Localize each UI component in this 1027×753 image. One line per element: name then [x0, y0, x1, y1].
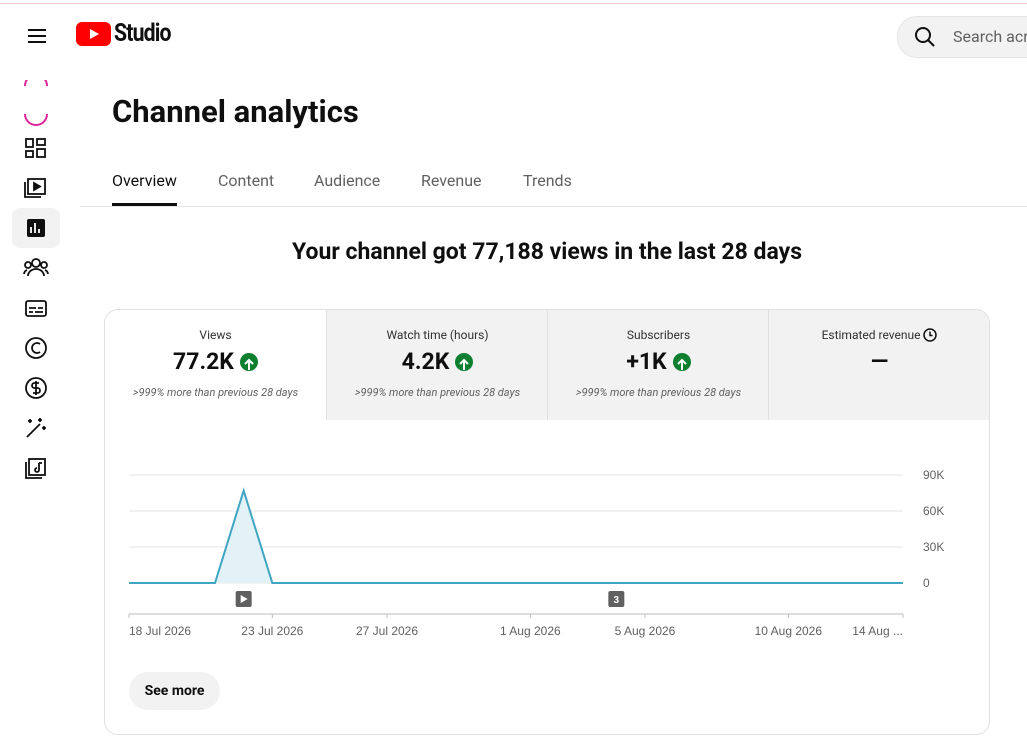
top-border — [0, 3, 1027, 4]
sidebar — [12, 80, 60, 479]
x-tick-label: 1 Aug 2026 — [500, 624, 561, 638]
page-title: Channel analytics — [112, 93, 359, 130]
tab[interactable]: Overview — [112, 171, 177, 190]
logo-text[interactable]: Studio — [114, 19, 172, 48]
search-box[interactable]: Search acr — [897, 16, 1027, 58]
y-tick-label: 30K — [923, 540, 944, 554]
x-tick-label: 5 Aug 2026 — [615, 624, 676, 638]
metric-change: >999% more than previous 28 days — [354, 386, 521, 399]
search-placeholder: Search acr — [953, 27, 1027, 46]
y-tick-label: 0 — [923, 576, 930, 590]
metric-label: Views — [199, 328, 232, 342]
see-more-button[interactable]: See more — [129, 672, 220, 710]
metric-value: 4.2K — [327, 348, 548, 375]
y-tick-label: 90K — [923, 468, 944, 482]
metric-tab[interactable]: Estimated revenue — — [768, 310, 989, 420]
metric-label: Watch time (hours) — [386, 328, 489, 342]
area — [129, 490, 903, 583]
metric-value-text: +1K — [626, 348, 667, 375]
headline: Your channel got 77,188 views in the las… — [291, 238, 803, 265]
metric-tab[interactable]: Subscribers +1K >999% more than previous… — [547, 310, 769, 420]
tab[interactable]: Audience — [314, 171, 381, 190]
play-icon — [240, 595, 248, 603]
metric-value: +1K — [548, 348, 769, 375]
tab-indicator — [112, 203, 177, 206]
metric-change: >999% more than previous 28 days — [132, 386, 299, 399]
x-tick-label: 14 Aug ... — [852, 624, 903, 638]
metric-value-text: 77.2K — [173, 348, 234, 375]
line — [129, 487, 903, 584]
menu-button[interactable] — [28, 28, 48, 44]
metric-value: 77.2K — [105, 348, 326, 375]
x-tick-label: 23 Jul 2026 — [241, 624, 303, 638]
x-tick-label: 18 Jul 2026 — [129, 624, 191, 638]
metric-value: — — [870, 348, 889, 375]
metric-label: Subscribers — [626, 328, 691, 342]
y-tick-label: 60K — [923, 504, 944, 518]
event-marker — [608, 591, 625, 607]
up-icon — [455, 352, 474, 371]
tab-divider — [80, 206, 1027, 207]
metric-label: Estimated revenue — [769, 328, 989, 342]
metric-change: >999% more than previous 28 days — [575, 386, 742, 399]
metric-tab[interactable]: Watch time (hours) 4.2K >999% more than … — [326, 310, 548, 420]
up-icon — [239, 352, 258, 371]
clock-icon — [923, 328, 938, 342]
metric-label-text: Estimated revenue — [821, 328, 921, 342]
logo-icon[interactable] — [76, 22, 111, 47]
event-marker-label: 3 — [614, 595, 620, 606]
tab[interactable]: Content — [218, 171, 275, 190]
tab[interactable]: Trends — [523, 171, 572, 190]
x-tick-label: 10 Aug 2026 — [755, 624, 823, 638]
tab[interactable]: Revenue — [421, 171, 482, 190]
search-icon — [915, 27, 935, 47]
metric-tab[interactable]: Views 77.2K >999% more than previous 28 … — [105, 310, 326, 420]
x-tick-label: 27 Jul 2026 — [356, 624, 418, 638]
up-icon — [672, 352, 691, 371]
metric-value-text: 4.2K — [401, 348, 450, 375]
analytics-card: Views 77.2K >999% more than previous 28 … — [104, 309, 990, 735]
